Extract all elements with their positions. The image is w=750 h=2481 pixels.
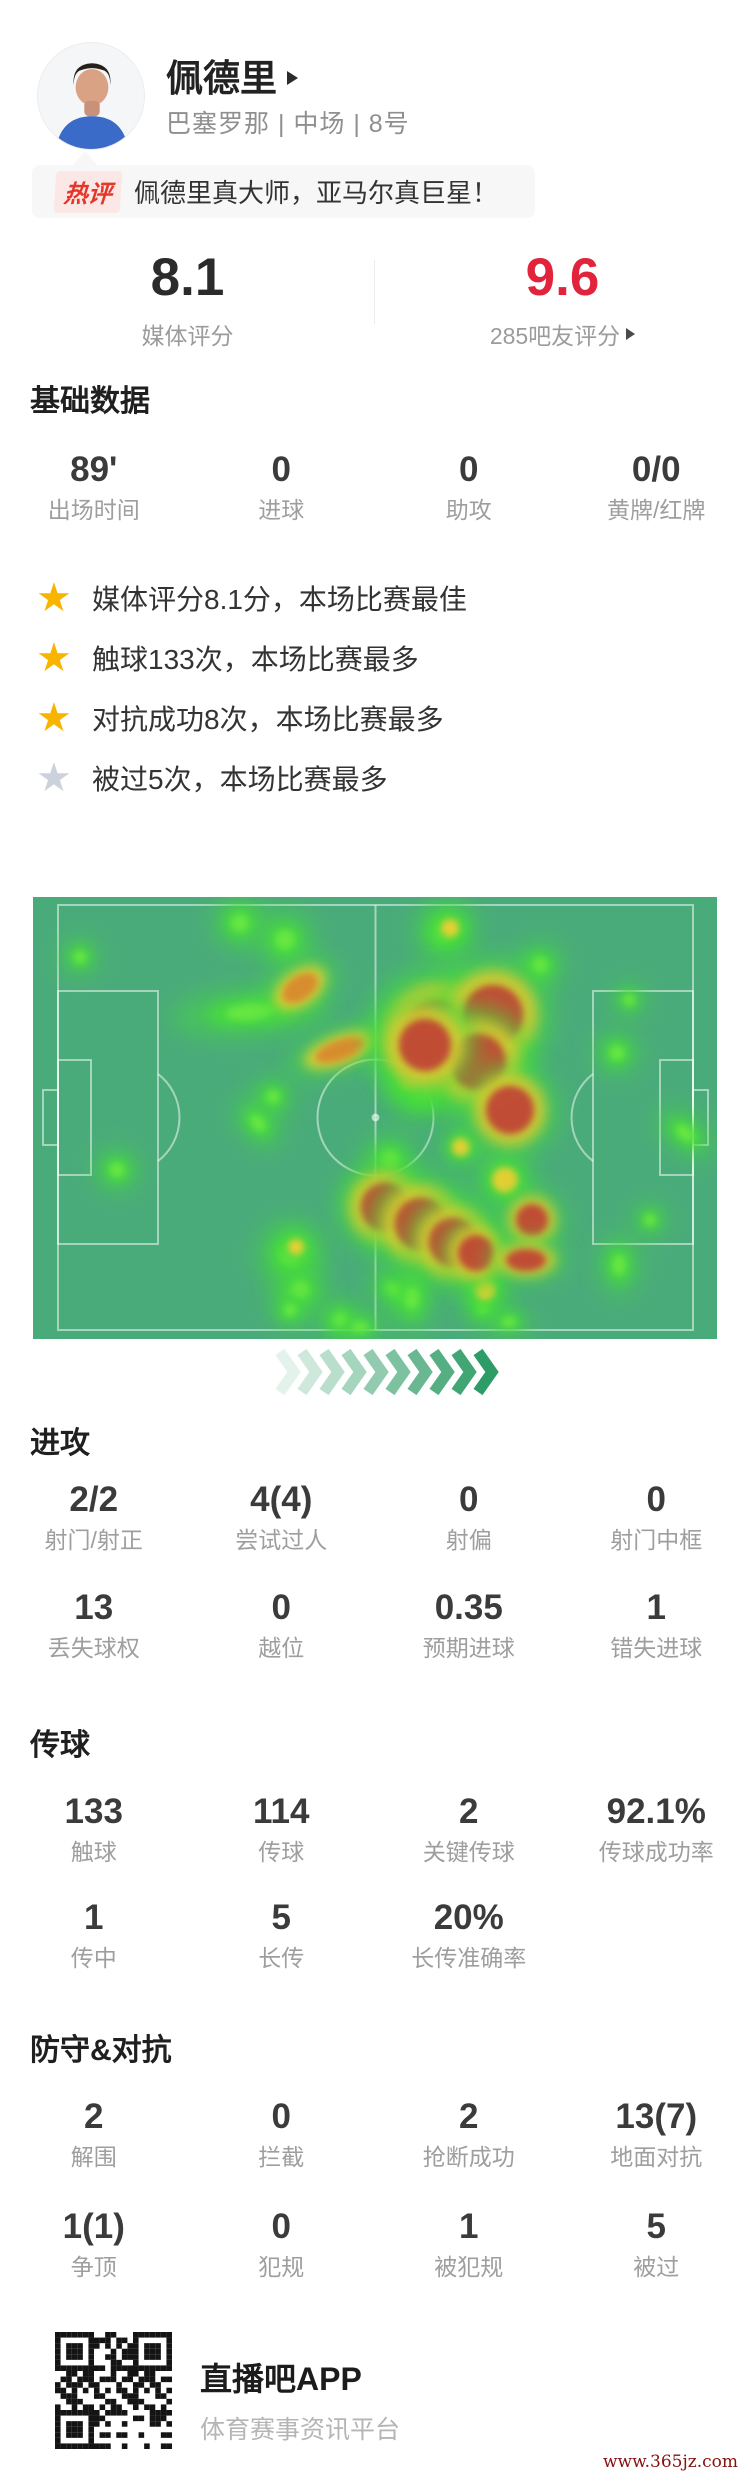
highlight-row: ★ 对抗成功8次，本场比赛最多 <box>36 696 444 740</box>
defense-row-1: 2 解围 0 拦截 2 抢断成功 13(7) 地面对抗 <box>0 2095 750 2173</box>
stat-crosses: 1 传中 <box>70 1898 117 1971</box>
stat-long-balls: 5 长传 <box>258 1898 305 1971</box>
highlight-row: ★ 媒体评分8.1分，本场比赛最佳 <box>36 576 467 620</box>
stat-touches: 133 触球 <box>64 1792 123 1865</box>
expand-caret-icon <box>287 70 298 85</box>
heat-blobs <box>60 894 715 1344</box>
attack-row-2: 13 丢失球权 0 越位 0.35 预期进球 1 错失进球 <box>0 1586 750 1664</box>
stat-cards: 0/0 黄牌/红牌 <box>607 450 706 523</box>
highlight-row: ★ 被过5次，本场比赛最多 <box>36 756 388 800</box>
media-rating: 8.1 媒体评分 <box>0 248 375 351</box>
stat-interceptions: 0 拦截 <box>258 2097 305 2170</box>
qr-code <box>55 2332 172 2449</box>
chevron-arrows <box>0 1348 750 1396</box>
stat-long-ball-accuracy: 20% 长传准确率 <box>411 1898 527 1971</box>
stat-dribbled-past: 5 被过 <box>633 2207 680 2280</box>
stat-dribbles: 4(4) 尝试过人 <box>235 1480 328 1553</box>
app-name: 直播吧APP <box>200 2361 362 2397</box>
stat-woodwork: 0 射门中框 <box>610 1480 703 1553</box>
stat-shots-off: 0 射偏 <box>445 1480 492 1553</box>
hot-comment-banner[interactable]: 热评 佩德里真大师，亚马尔真巨星！ <box>32 165 535 218</box>
qr-code-svg <box>55 2332 172 2449</box>
stat-shots: 2/2 射门/射正 <box>44 1480 143 1553</box>
stat-clearances: 2 解围 <box>70 2097 117 2170</box>
hot-comment-text: 佩德里真大师，亚马尔真巨星！ <box>134 178 499 208</box>
passing-row-1: 133 触球 114 传球 2 关键传球 92.1% 传球成功率 <box>0 1790 750 1868</box>
player-name-row[interactable]: 佩德里 <box>166 48 298 102</box>
star-icon: ★ <box>36 636 72 680</box>
team-position-number: 巴塞罗那 | 中场 | 8号 <box>166 110 410 138</box>
watermark: www.365jz.com <box>603 2452 738 2472</box>
stat-was-fouled: 1 被犯规 <box>434 2207 504 2280</box>
hot-badge: 热评 <box>53 170 123 213</box>
stat-aerial-duels: 1(1) 争顶 <box>62 2207 125 2280</box>
section-title-defense: 防守&对抗 <box>30 2034 172 2067</box>
defense-row-2: 1(1) 争顶 0 犯规 1 被犯规 5 被过 <box>0 2205 750 2283</box>
stat-goals: 0 进球 <box>258 450 305 523</box>
avatar <box>37 42 145 150</box>
section-title-attack: 进攻 <box>30 1427 90 1460</box>
app-tagline: 体育赛事资讯平台 <box>200 2416 401 2444</box>
heatmap-pitch <box>33 894 717 1344</box>
star-icon: ★ <box>36 576 72 620</box>
section-title-basic: 基础数据 <box>30 385 150 418</box>
player-photo <box>38 43 144 149</box>
attack-row-1: 2/2 射门/射正 4(4) 尝试过人 0 射偏 0 射门中框 <box>0 1478 750 1556</box>
star-icon: ★ <box>36 696 72 740</box>
basic-stats-row: 89' 出场时间 0 进球 0 助攻 0/0 黄牌/红牌 <box>0 448 750 526</box>
section-title-passing: 传球 <box>30 1729 90 1762</box>
heatmap <box>33 894 717 1344</box>
stat-assists: 0 助攻 <box>445 450 492 523</box>
more-caret-icon <box>626 328 636 340</box>
media-rating-value: 8.1 <box>150 248 225 307</box>
highlight-row: ★ 触球133次，本场比赛最多 <box>36 636 419 680</box>
chevron-arrows-svg <box>275 1348 499 1396</box>
fans-rating-label: 285吧友评分 <box>490 317 636 351</box>
stat-pass-accuracy: 92.1% 传球成功率 <box>598 1792 714 1865</box>
empty-cell <box>563 1896 750 1974</box>
stat-possession-lost: 13 丢失球权 <box>47 1588 140 1661</box>
stat-fouls: 0 犯规 <box>258 2207 305 2280</box>
stat-passes: 114 传球 <box>253 1792 310 1865</box>
stat-minutes: 89' 出场时间 <box>47 450 140 523</box>
fans-rating[interactable]: 9.6 285吧友评分 <box>375 248 750 351</box>
stat-offsides: 0 越位 <box>258 1588 305 1661</box>
player-name: 佩德里 <box>166 58 277 99</box>
media-rating-label: 媒体评分 <box>141 323 234 349</box>
stat-big-chance-missed: 1 错失进球 <box>610 1588 703 1661</box>
stat-xg: 0.35 预期进球 <box>422 1588 515 1661</box>
fans-rating-value: 9.6 <box>525 248 600 307</box>
speech-pointer <box>72 151 98 166</box>
stat-ground-duels: 13(7) 地面对抗 <box>610 2097 703 2170</box>
ratings-divider <box>374 260 375 324</box>
star-icon: ★ <box>36 756 72 800</box>
stat-key-passes: 2 关键传球 <box>422 1792 515 1865</box>
passing-row-2: 1 传中 5 长传 20% 长传准确率 <box>0 1896 750 1974</box>
stat-tackles-won: 2 抢断成功 <box>422 2097 515 2170</box>
